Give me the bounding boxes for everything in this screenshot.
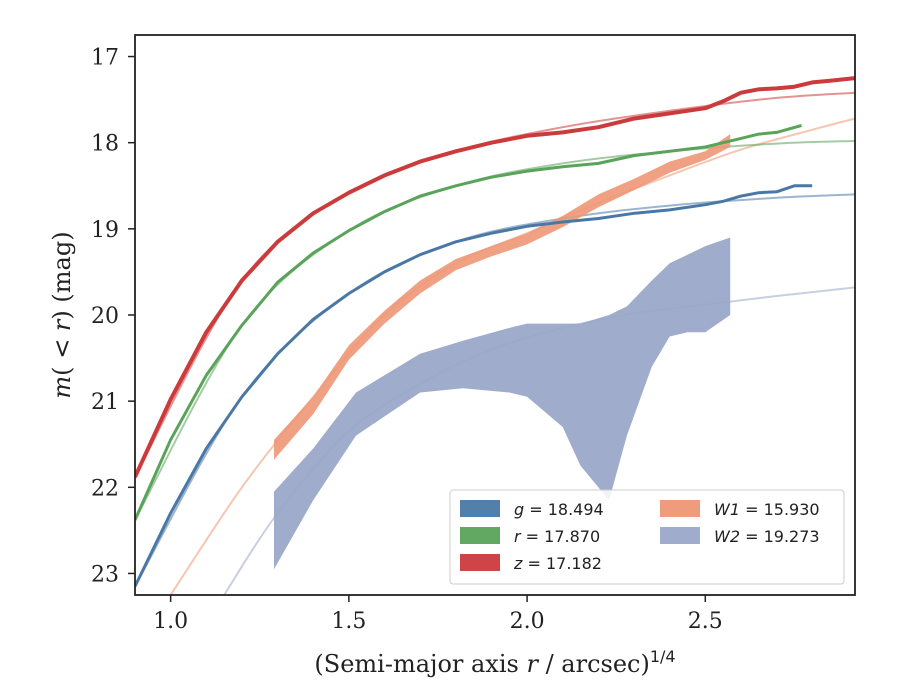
x-axis-title: (Semi-major axis r / arcsec)1/4 (314, 647, 675, 678)
y-tick-label: 22 (91, 476, 119, 501)
band-w2 (274, 237, 731, 570)
y-tick-label: 18 (91, 132, 119, 157)
y-axis: 17 18 19 20 21 22 23 (91, 46, 135, 587)
legend-swatch-g (460, 500, 500, 517)
x-tick-label: 1.0 (153, 609, 188, 634)
y-axis-title-r: r (48, 318, 76, 331)
legend-label-r: r = 17.870 (514, 527, 600, 546)
y-tick-label: 20 (91, 304, 119, 329)
legend-swatch-w2 (660, 527, 700, 544)
y-tick-label: 23 (91, 562, 119, 587)
x-axis-title-post: / arcsec) (538, 650, 650, 678)
legend-label-z: z = 17.182 (513, 554, 602, 573)
x-tick-label: 1.5 (331, 609, 366, 634)
legend: g = 18.494 r = 17.870 z = 17.182 W1 = 15.93… (449, 489, 845, 585)
x-axis: 1.0 1.5 2.0 2.5 (153, 595, 723, 634)
legend-label-w2: W2 = 19.273 (714, 527, 820, 546)
band-w1 (274, 134, 731, 460)
y-axis-title-lt: < (48, 331, 76, 366)
legend-label-g: g = 18.494 (514, 500, 604, 519)
series-line-z (135, 76, 855, 478)
legend-frame (449, 489, 845, 585)
legend-swatch-r (460, 527, 500, 544)
x-axis-title-var: r (526, 650, 539, 678)
plot-area (135, 76, 855, 595)
legend-label-w1: W1 = 15.930 (714, 500, 820, 519)
legend-swatch-z (460, 554, 500, 571)
y-tick-label: 21 (91, 390, 119, 415)
y-axis-title-unit: (mag) (48, 231, 76, 310)
y-axis-title: m( < r) (mag) (48, 231, 76, 398)
y-axis-title-m: m (48, 376, 76, 399)
x-axis-title-pre: (Semi-major axis (314, 650, 526, 678)
model-curve-r (135, 140, 855, 521)
y-axis-title-open: ( (48, 366, 76, 375)
x-tick-label: 2.5 (688, 609, 723, 634)
y-tick-label: 19 (91, 218, 119, 243)
y-tick-label: 17 (91, 46, 119, 71)
x-axis-title-exponent: 1/4 (650, 647, 676, 666)
y-axis-title-close: ) (48, 310, 76, 319)
series-line-g (135, 184, 813, 588)
legend-swatch-w1 (660, 500, 700, 517)
x-tick-label: 2.0 (510, 609, 545, 634)
model-curve-z (135, 91, 855, 478)
series-line-r (135, 124, 802, 521)
